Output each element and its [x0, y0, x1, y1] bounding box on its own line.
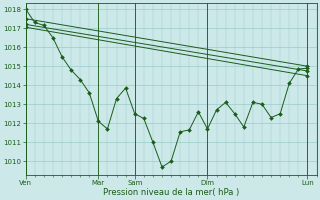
X-axis label: Pression niveau de la mer( hPa ): Pression niveau de la mer( hPa ): [103, 188, 239, 197]
